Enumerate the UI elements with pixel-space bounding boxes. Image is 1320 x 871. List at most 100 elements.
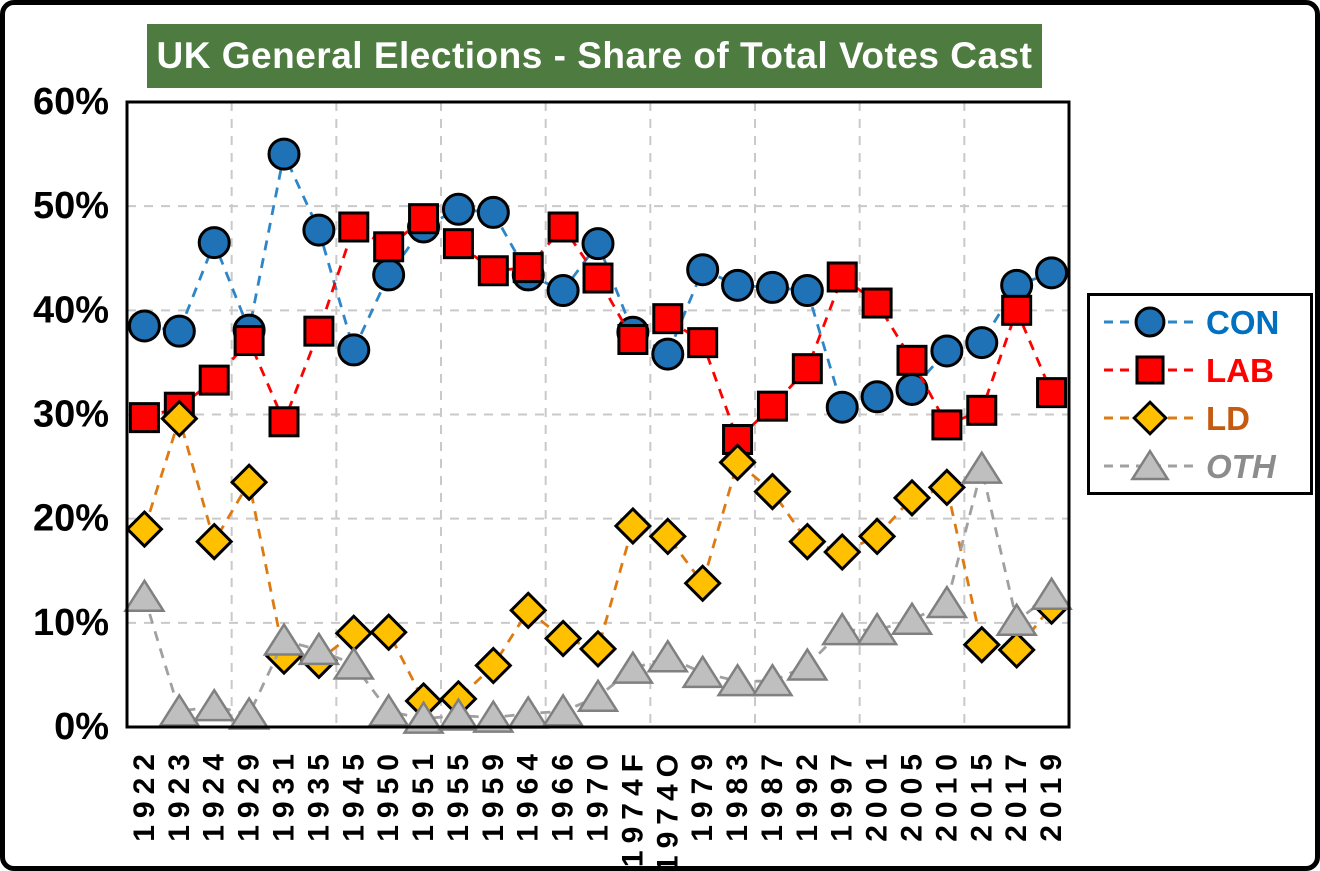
x-axis-label: 2017 xyxy=(1000,747,1033,842)
x-axis-label: 1955 xyxy=(442,747,475,842)
data-point-square xyxy=(687,327,719,359)
legend-label-LAB: LAB xyxy=(1206,351,1274,389)
data-point-circle xyxy=(441,192,475,226)
data-point-square xyxy=(826,261,858,293)
legend-item-LD: LD xyxy=(1100,395,1310,441)
y-axis-label: 50% xyxy=(33,185,109,227)
data-point-triangle xyxy=(541,693,585,727)
data-point-square xyxy=(896,344,928,376)
data-point-circle xyxy=(302,213,336,247)
data-point-circle xyxy=(755,270,789,304)
data-point-diamond xyxy=(578,629,618,668)
y-axis-label: 0% xyxy=(54,706,109,748)
y-axis-label: 60% xyxy=(33,81,109,123)
data-point-diamond xyxy=(195,522,234,561)
data-point-circle xyxy=(372,258,406,292)
data-point-circle xyxy=(825,390,859,424)
series-line-LAB xyxy=(144,216,1053,442)
x-axis-label: 1924 xyxy=(198,747,231,842)
data-point-circle xyxy=(476,195,510,229)
data-point-triangle xyxy=(367,693,410,727)
x-axis-label: 1974F xyxy=(616,747,649,867)
data-point-square xyxy=(233,325,265,357)
data-point-triangle xyxy=(1130,448,1170,481)
x-axis-label: 1964 xyxy=(512,747,545,842)
data-point-triangle xyxy=(646,638,690,673)
data-point-triangle xyxy=(402,700,445,734)
data-point-square xyxy=(128,402,160,434)
data-point-diamond xyxy=(474,646,513,685)
series-OTH xyxy=(123,450,1073,734)
data-point-square xyxy=(1135,355,1165,385)
data-point-triangle xyxy=(890,601,934,635)
y-axis-label: 10% xyxy=(33,602,109,644)
data-point-diamond xyxy=(683,564,722,603)
legend-item-OTH: OTH xyxy=(1100,443,1310,489)
legend-label-CON: CON xyxy=(1206,303,1280,341)
x-axis-label: 1945 xyxy=(337,747,370,842)
data-point-square xyxy=(547,211,579,243)
data-point-diamond xyxy=(543,619,583,658)
y-axis-label: 40% xyxy=(33,289,109,331)
data-point-diamond xyxy=(997,630,1036,670)
data-point-circle xyxy=(1035,256,1069,290)
data-point-circle xyxy=(930,334,964,368)
data-point-square xyxy=(931,409,963,441)
x-axis-label: 1935 xyxy=(302,747,335,842)
data-point-circle xyxy=(127,309,161,343)
data-point-diamond xyxy=(892,478,932,517)
data-point-triangle xyxy=(786,647,829,681)
data-point-diamond xyxy=(1132,400,1168,436)
data-point-triangle xyxy=(681,654,724,689)
x-axis-label: 2019 xyxy=(1035,747,1068,842)
data-point-triangle xyxy=(472,699,515,733)
legend-item-LAB: LAB xyxy=(1100,347,1310,393)
data-point-square xyxy=(1001,294,1033,326)
data-point-square xyxy=(617,324,649,355)
data-point-triangle xyxy=(995,602,1038,636)
data-point-diamond xyxy=(962,625,1001,664)
data-point-circle xyxy=(581,227,615,261)
data-point-triangle xyxy=(297,631,341,666)
data-point-square xyxy=(582,262,614,294)
data-point-square xyxy=(966,394,998,426)
data-point-square xyxy=(791,353,823,385)
data-point-triangle xyxy=(716,662,759,697)
data-point-triangle xyxy=(960,450,1004,484)
data-point-triangle xyxy=(192,687,236,722)
data-point-diamond xyxy=(369,613,408,652)
data-point-diamond xyxy=(613,506,653,546)
data-point-diamond xyxy=(927,468,967,507)
data-point-square xyxy=(338,211,370,243)
legend-item-CON: CON xyxy=(1100,299,1310,345)
data-point-triangle xyxy=(925,584,969,619)
x-axis-label: 1970 xyxy=(582,747,615,842)
plot-border xyxy=(125,100,1071,729)
x-axis-label: 1997 xyxy=(826,747,859,842)
x-axis-label: 1929 xyxy=(233,747,266,842)
data-point-diamond xyxy=(648,517,687,556)
data-point-square xyxy=(373,231,405,263)
data-point-circle xyxy=(790,274,824,308)
data-point-circle xyxy=(651,337,685,371)
data-point-triangle xyxy=(437,697,480,731)
data-point-triangle xyxy=(1030,576,1073,610)
data-point-triangle xyxy=(262,622,306,656)
data-point-square xyxy=(861,287,893,319)
data-point-square xyxy=(512,252,544,284)
series-LAB xyxy=(128,203,1068,455)
data-point-square xyxy=(477,255,509,287)
data-point-circle xyxy=(337,333,371,367)
series-LD xyxy=(125,399,1071,721)
y-axis-label: 20% xyxy=(33,498,109,540)
data-point-square xyxy=(652,303,684,335)
legend-label-LD: LD xyxy=(1206,399,1250,437)
data-point-square xyxy=(268,406,300,438)
y-axis-labels: 0% 10% 20% 30% 40% 50% 60% xyxy=(33,81,109,748)
data-point-square xyxy=(198,364,230,396)
x-axis-label: 2015 xyxy=(965,747,998,842)
data-point-circle xyxy=(267,137,301,171)
x-axis-label: 1950 xyxy=(372,747,405,842)
data-point-triangle xyxy=(123,578,166,613)
